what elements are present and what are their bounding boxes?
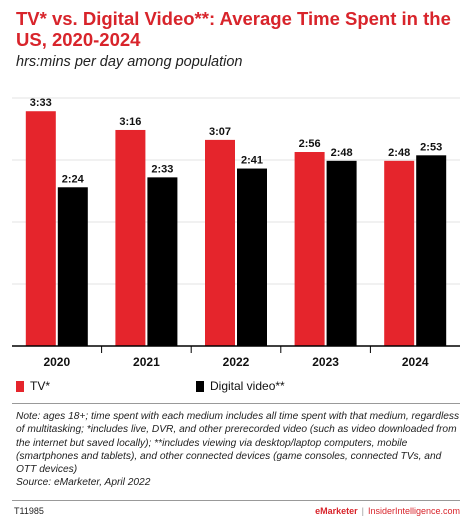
bar-chart: 3:33 2:24 2020 3:16 2:33 2021 3:07 2:41 2022 2:56… [12,97,460,369]
data-label: 2:33 [151,163,173,175]
chart-title: TV* vs. Digital Video**: Average Time Sp… [16,8,451,50]
bar-tv [25,111,56,346]
data-label: 3:16 [119,116,141,128]
bar-digital-video [57,187,88,346]
bar-digital-video [326,160,357,346]
bar-tv [294,152,325,346]
x-tick-label: 2023 [312,355,339,369]
note-text: Note: ages 18+; time spent with each med… [16,411,460,476]
brand-insider-intelligence: InsiderIntelligence.com [367,506,460,516]
brand-separator: | [361,506,364,516]
data-label: 2:24 [62,173,85,185]
footer-divider [12,500,460,501]
chart-id: T11985 [14,506,44,516]
data-label: 2:48 [388,147,410,159]
source-text: Source: eMarketer, April 2022 [16,477,151,489]
legend-item-digital-video: Digital video** [196,379,285,393]
legend-swatch-digital-video [196,380,204,392]
bar-digital-video [416,155,447,346]
data-label: 3:33 [30,97,52,109]
data-label: 2:56 [299,138,321,150]
footnote: Note: ages 18+; time spent with each med… [16,410,461,490]
legend-label-tv: TV* [30,379,51,393]
brand-emarketer: eMarketer [315,506,358,516]
data-label: 2:53 [420,141,442,153]
legend: TV* Digital video** [16,379,456,395]
bar-tv [384,160,415,346]
legend-swatch-tv [16,380,24,392]
legend-item-tv: TV* [16,379,50,393]
x-tick-label: 2021 [133,355,160,369]
x-tick-label: 2022 [223,355,250,369]
bar-digital-video [237,168,267,346]
data-label: 3:07 [209,126,231,138]
chart-subtitle: hrs:mins per day among population [16,54,243,70]
bar-tv [205,139,235,346]
brand: eMarketer | InsiderIntelligence.com [315,506,460,516]
legend-label-digital-video: Digital video** [210,379,285,393]
bar-digital-video [147,177,178,346]
x-tick-label: 2020 [43,355,70,369]
x-tick-label: 2024 [402,355,429,369]
bar-tv [115,129,146,346]
data-label: 2:41 [241,155,263,167]
data-label: 2:48 [331,147,353,159]
divider [12,403,460,404]
